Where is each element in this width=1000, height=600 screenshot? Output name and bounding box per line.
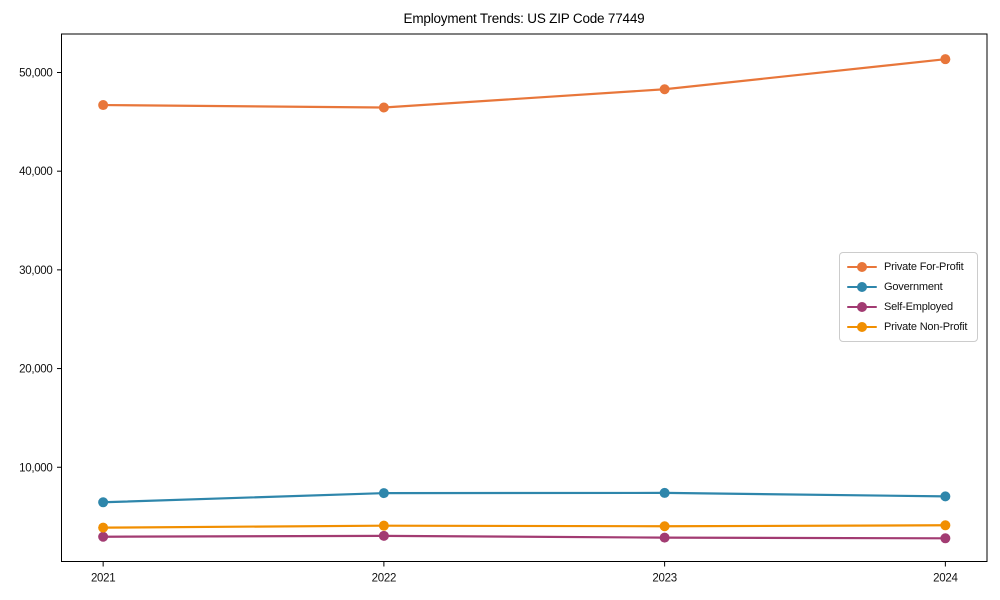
series-point-private-non-profit-2023 bbox=[659, 521, 670, 532]
series-point-self-employed-2021 bbox=[98, 531, 109, 542]
series-point-government-2021 bbox=[98, 497, 109, 508]
x-axis-tick-label: 2022 bbox=[372, 573, 396, 585]
legend-label: Private For-Profit bbox=[884, 261, 964, 273]
series-point-private-for-profit-2021 bbox=[98, 100, 109, 111]
y-axis-tick-label: 10,000 bbox=[19, 462, 52, 474]
series-point-government-2023 bbox=[659, 487, 670, 498]
legend-line-marker-icon bbox=[847, 322, 877, 332]
legend-line-marker-icon bbox=[847, 302, 877, 312]
legend-label: Government bbox=[884, 281, 943, 293]
y-axis-tick-label: 20,000 bbox=[19, 364, 52, 376]
series-line-private-for-profit bbox=[103, 58, 946, 109]
chart-title: Employment Trends: US ZIP Code 77449 bbox=[403, 11, 645, 26]
legend: Private For-Profit Government Self-Employe… bbox=[839, 252, 978, 342]
x-axis-tick-label: 2021 bbox=[91, 573, 115, 585]
series-point-government-2022 bbox=[378, 488, 389, 499]
legend-line-marker-icon bbox=[847, 262, 877, 272]
series-point-self-employed-2022 bbox=[378, 530, 389, 541]
x-axis-tick-label: 2024 bbox=[933, 573, 958, 585]
series-point-private-for-profit-2023 bbox=[659, 84, 670, 95]
series-point-self-employed-2023 bbox=[659, 532, 670, 543]
series-line-private-non-profit bbox=[103, 524, 946, 529]
legend-label: Self-Employed bbox=[884, 301, 953, 313]
legend-line-marker-icon bbox=[847, 282, 877, 292]
series-point-private-non-profit-2022 bbox=[378, 520, 389, 531]
series-point-private-non-profit-2021 bbox=[98, 522, 109, 533]
series-point-private-non-profit-2024 bbox=[940, 520, 951, 531]
series-point-self-employed-2024 bbox=[940, 533, 951, 544]
plot-area-spines bbox=[61, 33, 988, 562]
legend-item-private-non-profit: Private Non-Profit bbox=[847, 317, 971, 337]
legend-item-government: Government bbox=[847, 277, 971, 297]
y-axis-tick-label: 30,000 bbox=[19, 265, 52, 277]
y-axis-tick-label: 40,000 bbox=[19, 166, 52, 178]
y-axis-tick-label: 50,000 bbox=[19, 67, 52, 79]
series-line-government bbox=[103, 491, 946, 504]
x-axis-tick-label: 2023 bbox=[652, 573, 676, 585]
series-point-private-for-profit-2024 bbox=[940, 54, 951, 65]
legend-label: Private Non-Profit bbox=[884, 321, 968, 333]
legend-item-self-employed: Self-Employed bbox=[847, 297, 971, 317]
legend-item-private-for-profit: Private For-Profit bbox=[847, 257, 971, 277]
series-point-private-for-profit-2022 bbox=[378, 102, 389, 113]
series-line-self-employed bbox=[103, 534, 946, 540]
series-point-government-2024 bbox=[940, 491, 951, 502]
